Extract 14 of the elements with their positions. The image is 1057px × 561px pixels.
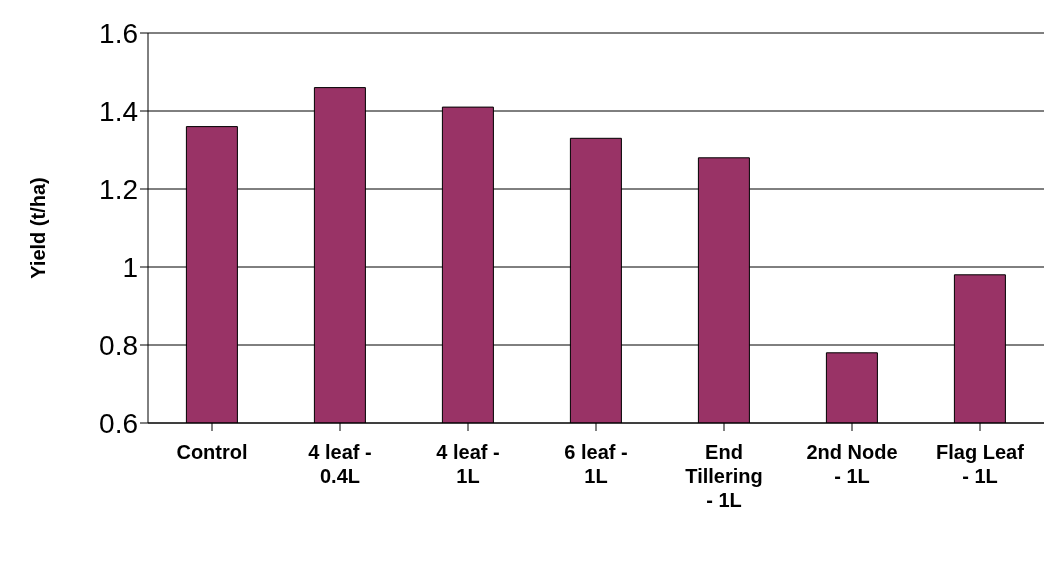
- y-tick-label: 0.8: [99, 329, 138, 361]
- y-tick-label: 1.4: [99, 95, 138, 127]
- y-tick-label: 1: [122, 251, 138, 283]
- x-tick-label: 4 leaf - 0.4L: [308, 441, 372, 487]
- y-tick-label: 1.2: [99, 173, 138, 205]
- x-tick-label: 6 leaf - 1L: [564, 441, 628, 487]
- y-axis-title: Yield (t/ha): [27, 177, 50, 279]
- y-tick-label: 1.6: [99, 17, 138, 49]
- x-tick-label: Flag Leaf - 1L: [936, 441, 1025, 487]
- x-tick-label: End Tillering - 1L: [685, 441, 763, 511]
- x-tick-label: Control: [176, 441, 248, 463]
- x-tick-label: 4 leaf - 1L: [436, 441, 500, 487]
- x-tick-label: 2nd Node - 1L: [806, 441, 898, 487]
- y-tick-label: 0.6: [99, 407, 138, 439]
